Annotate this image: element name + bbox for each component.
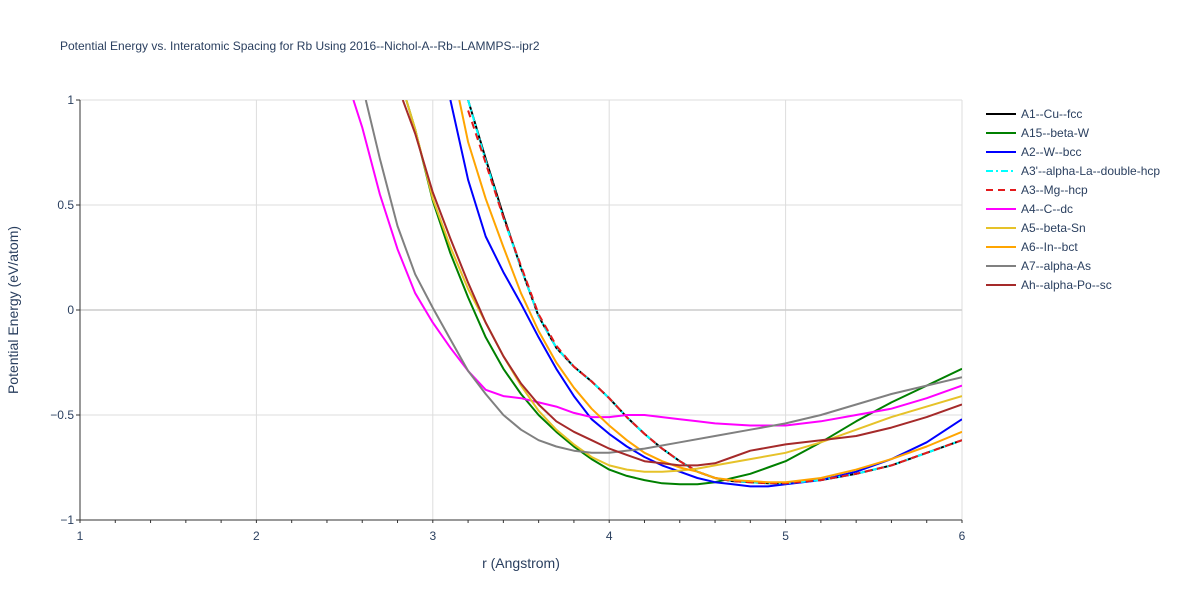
legend-label: A5--beta-Sn — [1021, 221, 1086, 235]
legend-label: A7--alpha-As — [1021, 259, 1091, 273]
y-tick-label: 0.5 — [57, 198, 74, 212]
y-tick-label: 0 — [67, 303, 74, 317]
legend-label: A4--C--dc — [1021, 202, 1073, 216]
x-tick-label: 4 — [606, 529, 613, 543]
legend-label: A2--W--bcc — [1021, 145, 1081, 159]
legend-label: A6--In--bct — [1021, 240, 1078, 254]
legend-item[interactable]: A3'--alpha-La--double-hcp — [986, 164, 1160, 178]
x-tick-label: 3 — [429, 529, 436, 543]
legend-label: A1--Cu--fcc — [1021, 107, 1082, 121]
chart-title: Potential Energy vs. Interatomic Spacing… — [60, 39, 540, 53]
x-tick-label: 2 — [253, 529, 260, 543]
series-line-4[interactable] — [467, 110, 962, 485]
legend-label: A3--Mg--hcp — [1021, 183, 1088, 197]
y-tick-label: −0.5 — [50, 408, 74, 422]
series-line-1[interactable] — [405, 100, 962, 486]
y-axis-title: Potential Energy (eV/atom) — [5, 226, 21, 394]
legend-item[interactable]: A2--W--bcc — [986, 145, 1081, 159]
legend-item[interactable]: A3--Mg--hcp — [986, 183, 1088, 197]
series-line-8[interactable] — [364, 100, 962, 454]
series-layer — [352, 100, 962, 488]
grid-layer — [80, 99, 963, 520]
legend-item[interactable]: A1--Cu--fcc — [986, 107, 1082, 121]
y-tick-label: 1 — [67, 93, 74, 107]
legend-item[interactable]: A6--In--bct — [986, 240, 1078, 254]
legend-item[interactable]: A15--beta-W — [986, 126, 1090, 140]
series-line-5[interactable] — [352, 100, 962, 427]
legend-label: A3'--alpha-La--double-hcp — [1021, 164, 1160, 178]
axes-layer: 1 2 3 4 5 6 −1 −0.5 0 0.5 1 — [50, 93, 965, 543]
x-axis-title: r (Angstrom) — [482, 555, 560, 571]
series-line-6[interactable] — [405, 100, 962, 473]
series-line-7[interactable] — [458, 100, 962, 484]
legend-item[interactable]: Ah--alpha-Po--sc — [986, 278, 1112, 292]
legend-label: A15--beta-W — [1021, 126, 1090, 140]
legend[interactable]: A1--Cu--fcc A15--beta-W A2--W--bcc A3'--alp… — [986, 107, 1160, 292]
legend-item[interactable]: A4--C--dc — [986, 202, 1073, 216]
x-tick-label: 5 — [782, 529, 789, 543]
legend-item[interactable]: A5--beta-Sn — [986, 221, 1086, 235]
x-tick-label: 6 — [959, 529, 966, 543]
x-tick-label: 1 — [77, 529, 84, 543]
legend-label: Ah--alpha-Po--sc — [1021, 278, 1112, 292]
legend-item[interactable]: A7--alpha-As — [986, 259, 1091, 273]
series-line-9[interactable] — [401, 100, 962, 467]
y-tick-label: −1 — [60, 513, 74, 527]
